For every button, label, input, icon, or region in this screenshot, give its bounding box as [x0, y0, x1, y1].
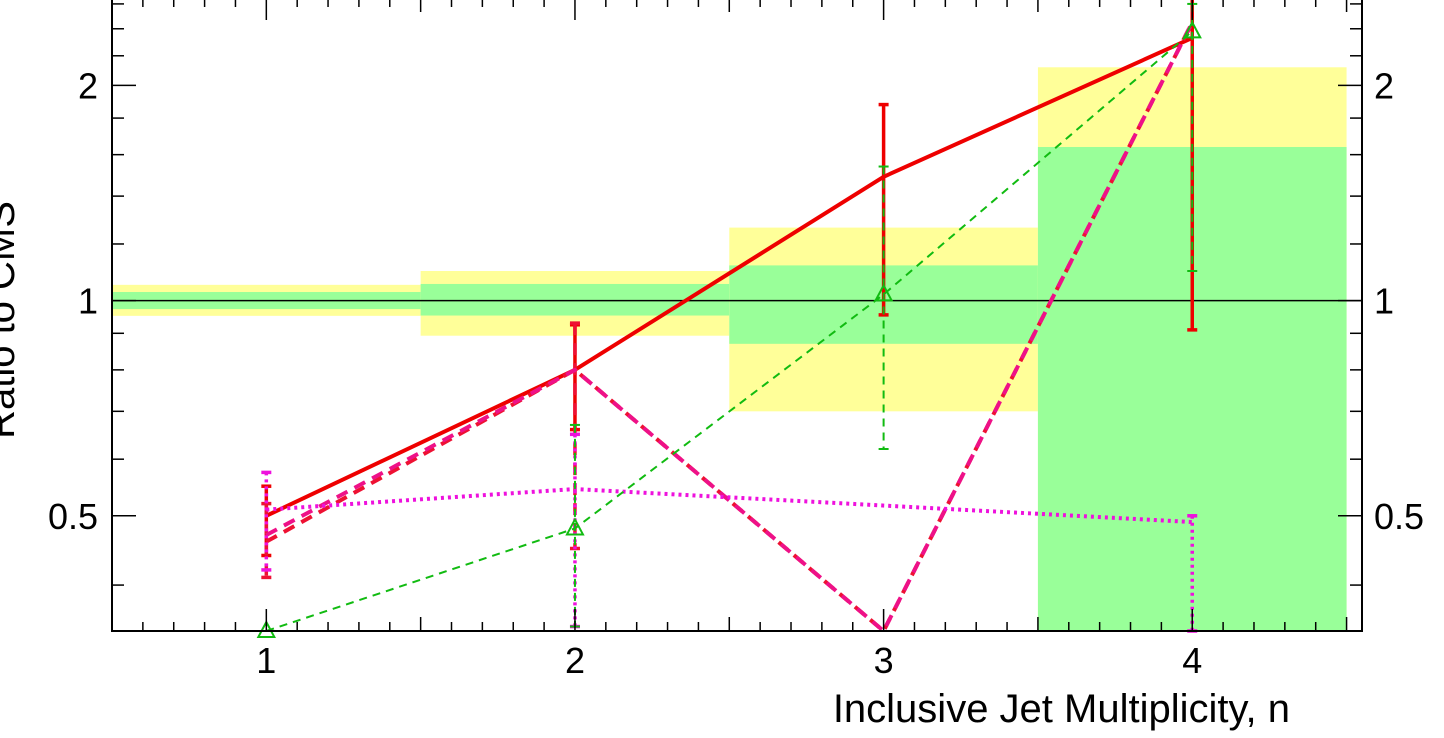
- y-tick-label-right: 2: [1374, 65, 1394, 106]
- y-axis-title: Ratio to CMS: [0, 201, 23, 439]
- triangle-marker: [873, 283, 894, 302]
- series-dashed-green-triangles: [256, 2, 1202, 638]
- data-series: [256, 0, 1202, 638]
- x-tick-label: 2: [565, 640, 585, 681]
- series-line: [265, 36, 1194, 518]
- y-tick-label: 2: [78, 65, 98, 106]
- x-tick-label: 1: [256, 640, 276, 681]
- y-tick-label: 0.5: [48, 496, 98, 537]
- plot-frame: [111, 0, 1363, 632]
- x-axis-title: Inclusive Jet Multiplicity, n: [833, 687, 1290, 731]
- triangle-marker: [1182, 20, 1202, 39]
- green-band-2: [420, 283, 730, 316]
- x-tick-label: 3: [874, 640, 894, 681]
- tick-labels: 1 2 3 4 0.5 0.5 1 1 2 2: [48, 65, 1424, 681]
- y-tick-label: 1: [78, 281, 98, 322]
- frame-rect: [111, 0, 1363, 632]
- series-line: [266, 487, 1193, 525]
- triangle-marker: [256, 619, 276, 638]
- y-tick-label-right: 0.5: [1374, 496, 1424, 537]
- axis-ticks: [112, 0, 1362, 631]
- series-line: [266, 30, 1193, 632]
- uncertainty-bands: [112, 67, 1347, 632]
- x-tick-label: 4: [1182, 640, 1202, 681]
- y-tick-label-right: 1: [1374, 281, 1394, 322]
- triangle-marker: [565, 517, 585, 536]
